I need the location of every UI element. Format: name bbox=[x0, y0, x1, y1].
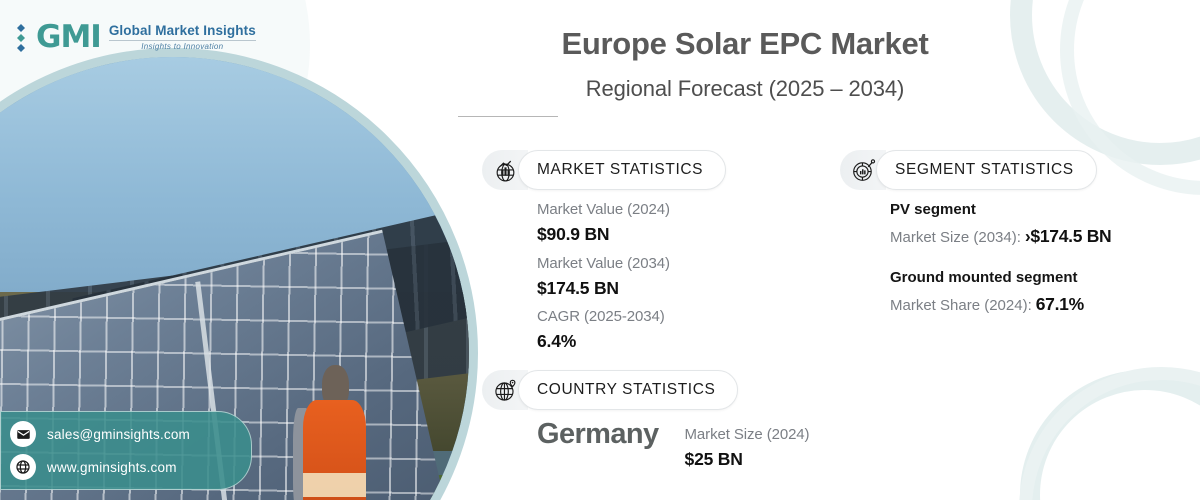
contact-box: sales@gminsights.com www.gminsights.com bbox=[0, 411, 252, 490]
logo-tagline: Insights to Innovation bbox=[141, 42, 224, 52]
market-row-2-value: 6.4% bbox=[537, 331, 577, 352]
segment-0-metric-value: ›$174.5 BN bbox=[1024, 226, 1112, 246]
contact-email-row[interactable]: sales@gminsights.com bbox=[10, 421, 241, 447]
country-metric-value: $25 BN bbox=[684, 449, 743, 470]
logo-divider bbox=[108, 40, 256, 42]
logo-wordmark: Global Market Insights Insights to Innov… bbox=[108, 22, 256, 52]
globe-icon bbox=[10, 454, 36, 480]
segment-1-metric: Market Share (2024): 67.1% bbox=[890, 290, 1111, 318]
contact-email-text: sales@gminsights.com bbox=[47, 426, 191, 442]
segment-0-name: PV segment bbox=[890, 201, 976, 218]
decorative-arc-bottom-right-inner bbox=[1020, 370, 1200, 500]
segment-spacer bbox=[890, 250, 1111, 266]
page-subtitle: Regional Forecast (2025 – 2034) bbox=[585, 75, 905, 101]
market-statistics-header[interactable]: MARKET STATISTICS bbox=[482, 150, 727, 190]
segment-1-metric-value: 67.1% bbox=[1035, 294, 1084, 314]
logo-company-name: Global Market Insights bbox=[108, 22, 256, 38]
worker-vest-stripe bbox=[302, 472, 367, 497]
market-row-1-value: $174.5 BN bbox=[537, 277, 619, 298]
market-statistics-body: Market Value (2024) $90.9 BN Market Valu… bbox=[537, 198, 670, 359]
market-row-0-label: Market Value (2024) bbox=[537, 201, 670, 218]
market-row-2-label: CAGR (2025-2034) bbox=[537, 308, 665, 325]
logo-diamond-icon bbox=[14, 23, 28, 53]
logo-abbr: GMI bbox=[36, 19, 102, 55]
country-metric-label: Market Size (2024) bbox=[684, 426, 810, 443]
segment-statistics-pill-label[interactable]: SEGMENT STATISTICS bbox=[876, 150, 1097, 190]
segment-statistics-body: PV segment Market Size (2034): ›$174.5 B… bbox=[890, 198, 1112, 318]
country-statistics-pill-label[interactable]: COUNTRY STATISTICS bbox=[518, 370, 739, 410]
segment-statistics-header[interactable]: SEGMENT STATISTICS bbox=[840, 150, 1097, 190]
market-row-1-label: Market Value (2034) bbox=[537, 254, 670, 272]
segment-0-metric-label: Market Size (2034): bbox=[890, 229, 1021, 246]
segment-0-metric: Market Size (2034): ›$174.5 BN bbox=[890, 222, 1112, 250]
header: Europe Solar EPC Market Regional Forecas… bbox=[455, 26, 1155, 118]
market-statistics-pill-label[interactable]: MARKET STATISTICS bbox=[518, 150, 727, 190]
segment-1-name: Ground mounted segment bbox=[890, 269, 1078, 286]
contact-website-text: www.gminsights.com bbox=[47, 459, 177, 475]
decorative-arc-bottom-right-outer bbox=[1019, 367, 1200, 500]
country-statistics-body: Germany Market Size (2024) $25 BN bbox=[537, 418, 810, 477]
envelope-icon bbox=[10, 421, 36, 447]
photo-worker bbox=[293, 365, 374, 500]
title-underline bbox=[458, 115, 558, 118]
page-title: Europe Solar EPC Market bbox=[561, 26, 929, 61]
market-row-0-value: $90.9 BN bbox=[537, 224, 610, 245]
country-name: Germany bbox=[537, 418, 659, 450]
contact-website-row[interactable]: www.gminsights.com bbox=[10, 454, 241, 480]
segment-1-metric-label: Market Share (2024): bbox=[890, 297, 1032, 314]
country-statistics-header[interactable]: COUNTRY STATISTICS bbox=[482, 370, 739, 410]
country-metric: Market Size (2024) $25 BN bbox=[685, 418, 810, 477]
brand-logo[interactable]: GMI Global Market Insights Insights to I… bbox=[14, 22, 256, 53]
